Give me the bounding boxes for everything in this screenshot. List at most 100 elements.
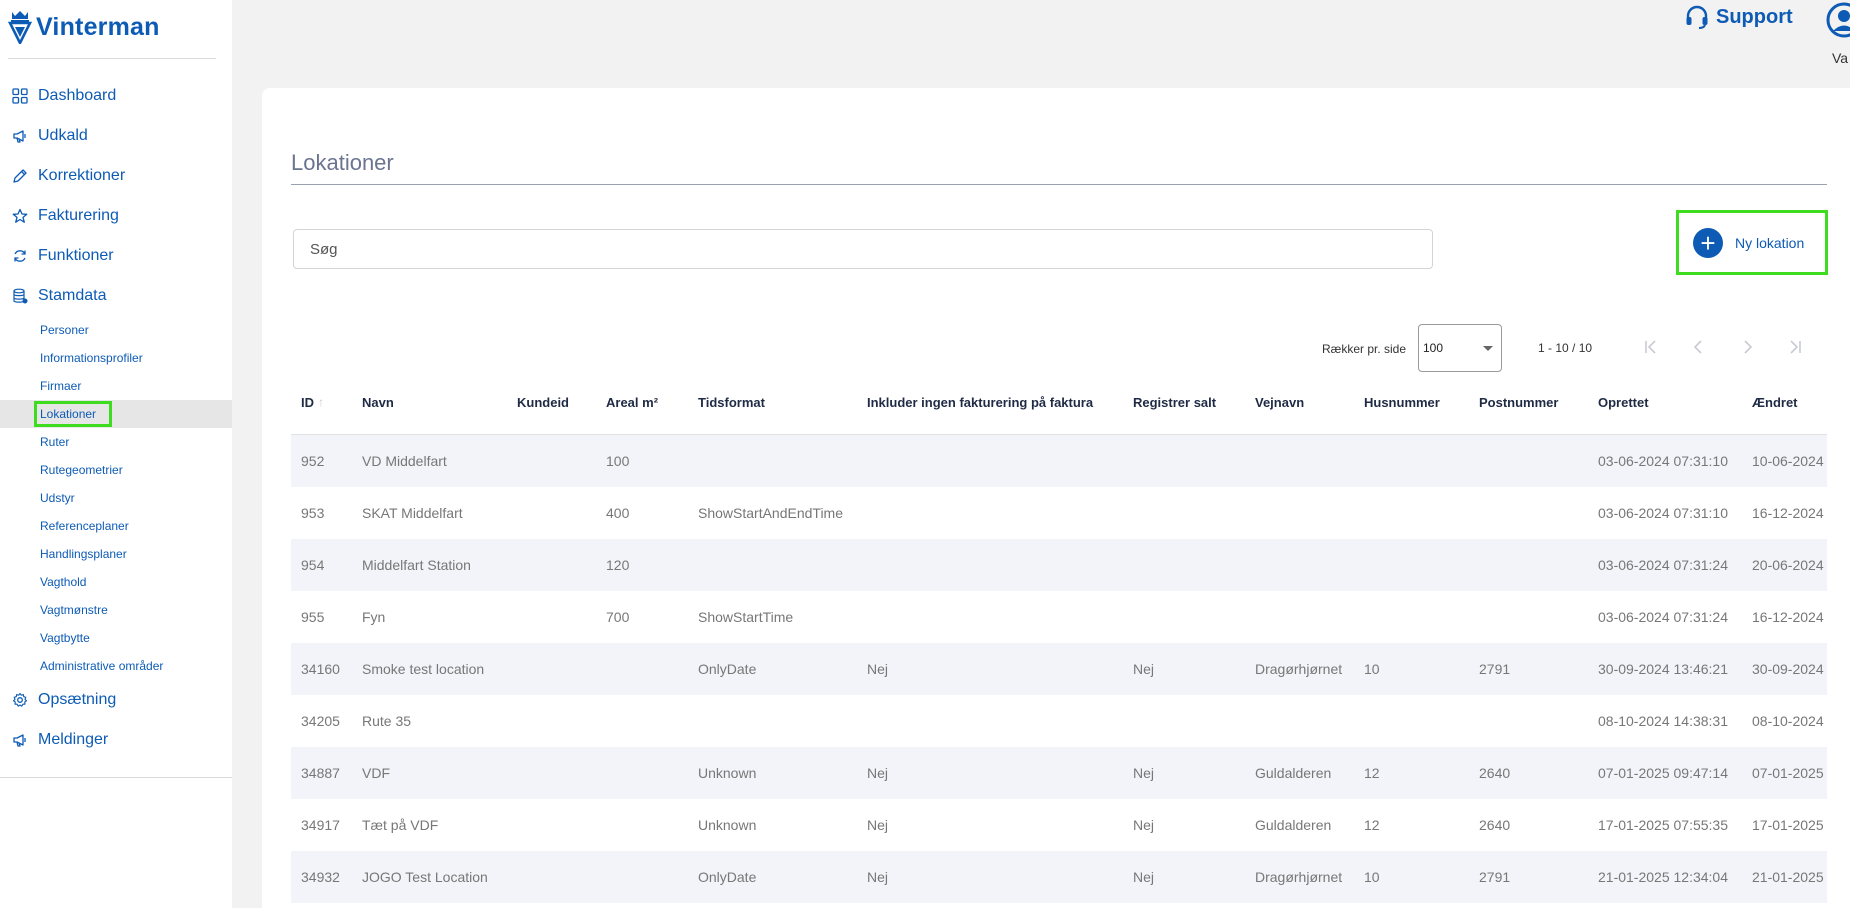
column-header-oprettet[interactable]: Oprettet bbox=[1588, 395, 1742, 410]
column-header-areal[interactable]: Areal m² bbox=[596, 395, 688, 410]
nav-item-dashboard[interactable]: Dashboard bbox=[0, 76, 232, 116]
nav-item-korrektioner[interactable]: Korrektioner bbox=[0, 156, 232, 196]
support-label: Support bbox=[1716, 5, 1793, 28]
header-label: Ændret bbox=[1752, 394, 1798, 410]
table-cell: 10 bbox=[1364, 869, 1380, 885]
table-cell: 34160 bbox=[301, 661, 340, 677]
support-link[interactable]: Support bbox=[1684, 4, 1793, 30]
table-row[interactable]: 34917 Tæt på VDF Unknown Nej Nej Guldalderen 1… bbox=[291, 799, 1827, 851]
table-cell: 03-06-2024 07:31:10 bbox=[1598, 453, 1728, 469]
table-cell: Nej bbox=[867, 817, 889, 833]
search-input[interactable] bbox=[293, 229, 1433, 269]
table-cell: Nej bbox=[867, 661, 889, 677]
column-header-husnummer[interactable]: Husnummer bbox=[1354, 395, 1469, 410]
sub-item-ruter[interactable]: Ruter bbox=[0, 428, 232, 456]
nav-item-udkald[interactable]: Udkald bbox=[0, 116, 232, 156]
sort-up-icon: ↑ bbox=[318, 395, 324, 409]
table-row[interactable]: 34160 Smoke test location OnlyDate Nej Nej Dr… bbox=[291, 643, 1827, 695]
pencil-icon bbox=[13, 169, 27, 183]
header-label: Postnummer bbox=[1479, 394, 1559, 410]
sub-item-referenceplaner[interactable]: Referenceplaner bbox=[0, 512, 232, 540]
table-cell: 21-01-2025 bbox=[1752, 869, 1824, 885]
prev-page-icon[interactable] bbox=[1688, 336, 1710, 358]
nav-item-funktioner[interactable]: Funktioner bbox=[0, 236, 232, 276]
first-page-icon[interactable] bbox=[1640, 336, 1662, 358]
column-header-kundeid[interactable]: Kundeid bbox=[507, 395, 596, 410]
sub-label: Informationsprofiler bbox=[40, 351, 143, 365]
table-cell: 34917 bbox=[301, 817, 340, 833]
nav-item-stamdata[interactable]: Stamdata bbox=[0, 276, 232, 316]
table-cell: Nej bbox=[1133, 765, 1155, 781]
column-header-aendret[interactable]: Ændret bbox=[1742, 395, 1827, 410]
table-cell: Dragørhjørnet bbox=[1255, 661, 1343, 677]
table-cell: Nej bbox=[1133, 817, 1155, 833]
sub-item-handlingsplaner[interactable]: Handlingsplaner bbox=[0, 540, 232, 568]
column-header-id[interactable]: ID ↑ bbox=[291, 395, 352, 410]
sub-item-administrative-omrader[interactable]: Administrative områder bbox=[0, 652, 232, 680]
table-cell: Unknown bbox=[698, 765, 757, 781]
sub-label: Vagtbytte bbox=[40, 631, 90, 645]
table-cell: VDF bbox=[362, 765, 390, 781]
table-cell: 400 bbox=[606, 505, 630, 521]
table-cell: 10-06-2024 bbox=[1752, 453, 1824, 469]
table-row[interactable]: 952 VD Middelfart 100 03-06-2024 07:31:10 10… bbox=[291, 435, 1827, 487]
nav-label: Meldinger bbox=[38, 731, 109, 748]
table-row[interactable]: 955 Fyn 700 ShowStartTime 03-06-2024 07:31:2… bbox=[291, 591, 1827, 643]
table-cell: 34932 bbox=[301, 869, 340, 885]
table-cell: 953 bbox=[301, 505, 325, 521]
locations-table: ID ↑ Navn Kundeid Areal m² Tidsformat Ink… bbox=[291, 370, 1827, 903]
sub-item-vagtbytte[interactable]: Vagtbytte bbox=[0, 624, 232, 652]
column-header-postnummer[interactable]: Postnummer bbox=[1469, 395, 1588, 410]
table-cell: 03-06-2024 07:31:10 bbox=[1598, 505, 1728, 521]
table-row[interactable]: 953 SKAT Middelfart 400 ShowStartAndEndTime… bbox=[291, 487, 1827, 539]
table-cell: ShowStartTime bbox=[698, 609, 794, 625]
table-cell: Guldalderen bbox=[1255, 817, 1332, 833]
column-header-registrer-salt[interactable]: Registrer salt bbox=[1123, 395, 1245, 410]
column-header-vejnavn[interactable]: Vejnavn bbox=[1245, 395, 1354, 410]
nav-item-fakturering[interactable]: Fakturering bbox=[0, 196, 232, 236]
rows-per-page-select[interactable]: 100 bbox=[1418, 324, 1502, 372]
header-label: Vejnavn bbox=[1255, 394, 1305, 410]
table-cell: 700 bbox=[606, 609, 630, 625]
last-page-icon[interactable] bbox=[1784, 336, 1806, 358]
next-page-icon[interactable] bbox=[1736, 336, 1758, 358]
sub-label: Firmaer bbox=[40, 379, 82, 393]
nav-item-meldinger[interactable]: Meldinger bbox=[0, 720, 232, 760]
column-header-tidsformat[interactable]: Tidsformat bbox=[688, 395, 857, 410]
sub-item-informationsprofiler[interactable]: Informationsprofiler bbox=[0, 344, 232, 372]
sub-item-firmaer[interactable]: Firmaer bbox=[0, 372, 232, 400]
nav-label: Fakturering bbox=[38, 207, 119, 224]
megaphone-icon bbox=[13, 734, 26, 747]
table-cell: 07-01-2025 bbox=[1752, 765, 1824, 781]
sub-item-rutegeometrier[interactable]: Rutegeometrier bbox=[0, 456, 232, 484]
table-cell: VD Middelfart bbox=[362, 453, 447, 469]
sub-label: Handlingsplaner bbox=[40, 547, 127, 561]
sub-item-vagtmonstre[interactable]: Vagtmønstre bbox=[0, 596, 232, 624]
nav-item-opsaetning[interactable]: Opsætning bbox=[0, 680, 232, 720]
sub-item-vagthold[interactable]: Vagthold bbox=[0, 568, 232, 596]
brand-logo[interactable]: Vinterman bbox=[8, 6, 160, 48]
nav-label: Funktioner bbox=[38, 247, 114, 264]
table-cell: 952 bbox=[301, 453, 325, 469]
sub-item-udstyr[interactable]: Udstyr bbox=[0, 484, 232, 512]
new-location-button[interactable]: + Ny lokation bbox=[1676, 210, 1828, 275]
header-label: ID bbox=[301, 394, 314, 410]
table-row[interactable]: 34932 JOGO Test Location OnlyDate Nej Nej Dra… bbox=[291, 851, 1827, 903]
table-cell: ShowStartAndEndTime bbox=[698, 505, 843, 521]
user-avatar-icon[interactable] bbox=[1826, 2, 1850, 38]
sub-item-lokationer[interactable]: Lokationer bbox=[0, 400, 232, 428]
column-header-navn[interactable]: Navn bbox=[352, 395, 507, 410]
table-row[interactable]: 34887 VDF Unknown Nej Nej Guldalderen 12 2640 07… bbox=[291, 747, 1827, 799]
table-cell: 08-10-2024 bbox=[1752, 713, 1824, 729]
header-label: Husnummer bbox=[1364, 394, 1440, 410]
sub-label: Udstyr bbox=[40, 491, 75, 505]
divider bbox=[0, 777, 232, 778]
column-header-inkluder[interactable]: Inkluder ingen fakturering på faktura bbox=[857, 395, 1123, 410]
table-cell: 21-01-2025 12:34:04 bbox=[1598, 869, 1728, 885]
grid-icon bbox=[12, 88, 28, 104]
nav-label: Opsætning bbox=[38, 691, 117, 708]
sub-item-personer[interactable]: Personer bbox=[0, 316, 232, 344]
table-row[interactable]: 34205 Rute 35 08-10-2024 14:38:31 08-10-202… bbox=[291, 695, 1827, 747]
table-row[interactable]: 954 Middelfart Station 120 03-06-2024 07:31… bbox=[291, 539, 1827, 591]
user-name: Va bbox=[1832, 50, 1849, 66]
